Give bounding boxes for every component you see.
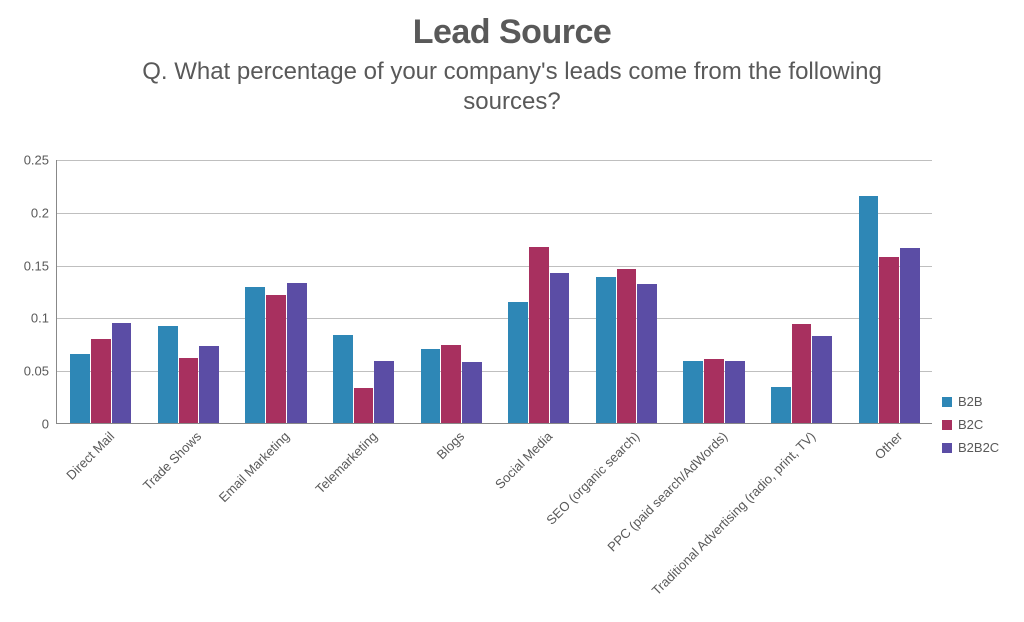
bar-group: Email Marketing (245, 283, 306, 423)
bar (462, 362, 482, 423)
x-tick-label: Blogs (428, 423, 467, 462)
bar-group: Other (859, 196, 920, 423)
legend-item: B2C (942, 417, 999, 432)
bar (112, 323, 132, 423)
gridline (57, 318, 932, 319)
x-tick-label: Direct Mail (57, 423, 117, 483)
bar-group: PPC (paid search/AdWords) (683, 359, 744, 423)
bar (441, 345, 461, 423)
legend-swatch (942, 420, 952, 430)
legend-item: B2B2C (942, 440, 999, 455)
bar-group: Telemarketing (333, 335, 394, 423)
bar-group: Trade Shows (158, 326, 219, 423)
bar (704, 359, 724, 423)
x-tick-label: Telemarketing (306, 423, 379, 496)
x-tick-label: Email Marketing (210, 423, 292, 505)
bar (374, 361, 394, 423)
y-tick-label: 0.1 (31, 311, 57, 326)
bar (683, 361, 703, 423)
chart-title: Lead Source (0, 0, 1024, 51)
bar (91, 339, 111, 423)
bar (859, 196, 879, 423)
bar (879, 257, 899, 423)
y-tick-label: 0.15 (24, 258, 57, 273)
bar (266, 295, 286, 423)
bar (725, 361, 745, 423)
legend-swatch (942, 443, 952, 453)
bar (158, 326, 178, 423)
y-tick-label: 0.05 (24, 364, 57, 379)
bar (792, 324, 812, 423)
chart-subtitle: Q. What percentage of your company's lea… (0, 51, 1024, 117)
bar (771, 387, 791, 423)
gridline (57, 213, 932, 214)
x-tick-label: Trade Shows (135, 423, 205, 493)
x-tick-label: Traditional Advertising (radio, print, T… (643, 423, 818, 598)
legend-swatch (942, 397, 952, 407)
bar (550, 273, 570, 423)
legend-item: B2B (942, 394, 999, 409)
bar-group: Social Media (508, 247, 569, 423)
bar (812, 336, 832, 423)
bar (333, 335, 353, 423)
y-tick-label: 0.25 (24, 153, 57, 168)
bar (508, 302, 528, 423)
chart-container: Lead Source Q. What percentage of your c… (0, 0, 1024, 622)
y-tick-label: 0 (42, 417, 57, 432)
bar (245, 287, 265, 423)
plot-area: 00.050.10.150.20.25Direct MailTrade Show… (56, 160, 932, 424)
gridline (57, 266, 932, 267)
y-tick-label: 0.2 (31, 205, 57, 220)
chart-box: 00.050.10.150.20.25Direct MailTrade Show… (12, 160, 932, 424)
bar (287, 283, 307, 423)
bar (617, 269, 637, 423)
bar-group: Blogs (421, 345, 482, 423)
legend-label: B2C (958, 417, 983, 432)
legend-label: B2B2C (958, 440, 999, 455)
bar (199, 346, 219, 423)
bar-group: Direct Mail (70, 323, 131, 423)
bar (637, 284, 657, 423)
legend-label: B2B (958, 394, 983, 409)
bar-group: Traditional Advertising (radio, print, T… (771, 324, 832, 423)
bar (354, 388, 374, 423)
x-tick-label: Social Media (486, 423, 555, 492)
legend: B2B B2C B2B2C (942, 386, 999, 463)
bar (70, 354, 90, 423)
bar (596, 277, 616, 423)
gridline (57, 160, 932, 161)
x-tick-label: Other (866, 423, 905, 462)
bar (179, 358, 199, 423)
bar (900, 248, 920, 423)
bar (529, 247, 549, 423)
bar-group: SEO (organic search) (596, 269, 657, 423)
bar (421, 349, 441, 423)
